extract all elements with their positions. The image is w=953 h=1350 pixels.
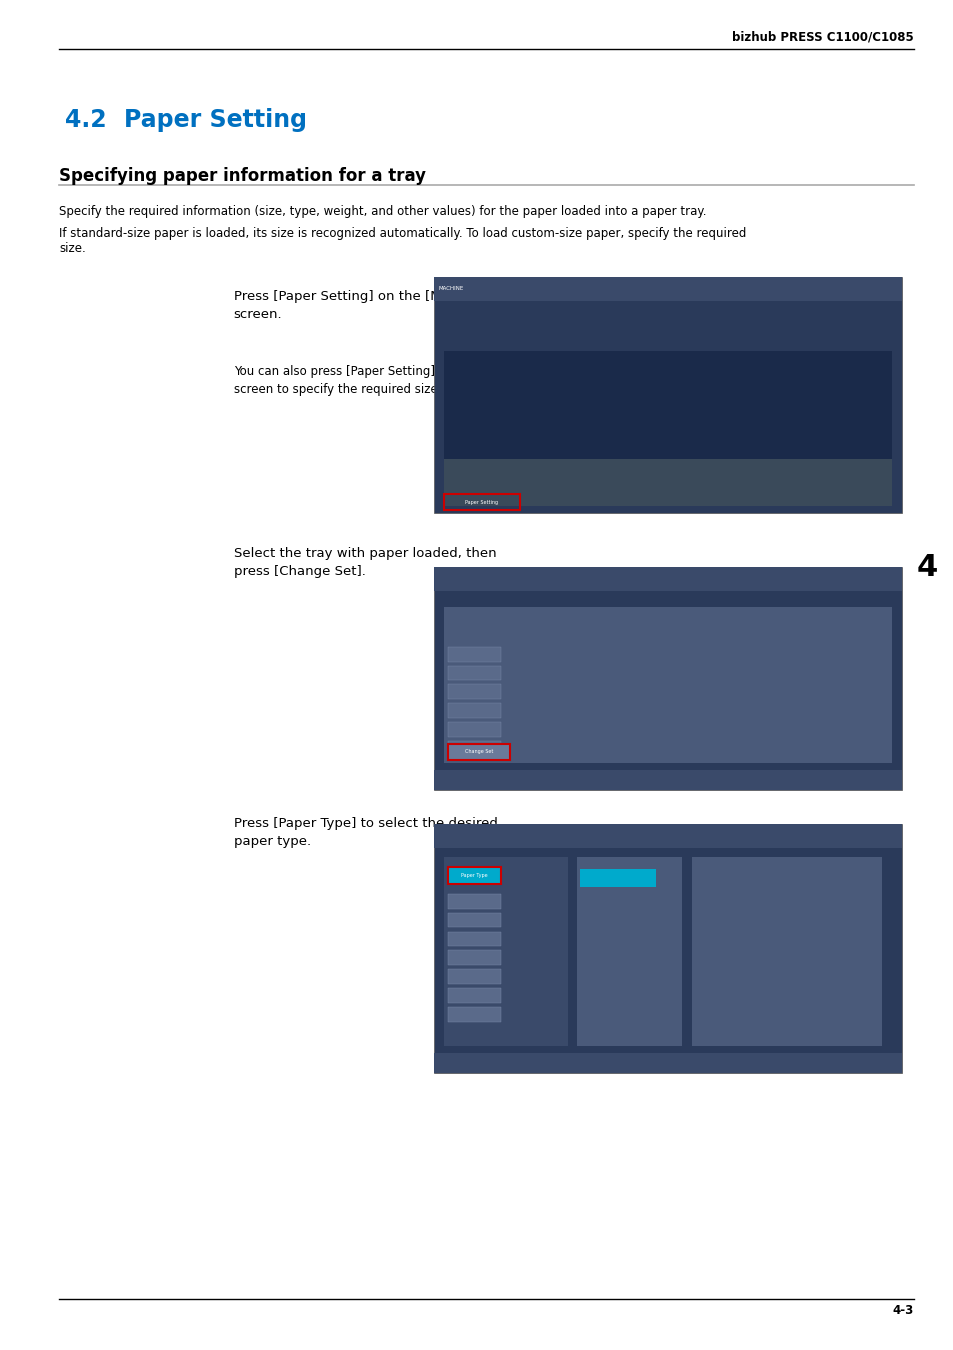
FancyBboxPatch shape — [448, 722, 500, 737]
FancyBboxPatch shape — [434, 567, 901, 591]
FancyBboxPatch shape — [448, 741, 500, 756]
FancyBboxPatch shape — [434, 824, 901, 848]
FancyBboxPatch shape — [448, 666, 500, 680]
Text: MACHINE: MACHINE — [438, 286, 463, 292]
Text: If standard-size paper is loaded, its size is recognized automatically. To load : If standard-size paper is loaded, its si… — [59, 227, 746, 255]
FancyBboxPatch shape — [448, 684, 500, 699]
FancyBboxPatch shape — [691, 857, 882, 1046]
FancyBboxPatch shape — [448, 647, 500, 662]
Text: 4.2: 4.2 — [65, 108, 107, 132]
Text: 4: 4 — [916, 552, 937, 582]
Text: Press [Paper Setting] on the [MACHINE]
screen.: Press [Paper Setting] on the [MACHINE] s… — [233, 290, 496, 321]
FancyBboxPatch shape — [448, 950, 500, 965]
FancyBboxPatch shape — [448, 744, 510, 760]
FancyBboxPatch shape — [443, 351, 891, 459]
Text: Press [Paper Type] to select the desired
paper type.: Press [Paper Type] to select the desired… — [233, 817, 497, 848]
FancyBboxPatch shape — [448, 867, 500, 884]
FancyBboxPatch shape — [448, 703, 500, 718]
FancyBboxPatch shape — [579, 869, 656, 887]
FancyBboxPatch shape — [443, 608, 891, 763]
FancyBboxPatch shape — [434, 1053, 901, 1073]
FancyBboxPatch shape — [448, 931, 500, 946]
Text: Specifying paper information for a tray: Specifying paper information for a tray — [59, 167, 426, 185]
FancyBboxPatch shape — [448, 894, 500, 909]
FancyBboxPatch shape — [434, 769, 901, 790]
FancyBboxPatch shape — [443, 459, 891, 506]
FancyBboxPatch shape — [448, 969, 500, 984]
Text: Select the tray with paper loaded, then
press [Change Set].: Select the tray with paper loaded, then … — [233, 547, 496, 578]
Text: Specify the required information (size, type, weight, and other values) for the : Specify the required information (size, … — [59, 205, 706, 219]
Text: Change Set: Change Set — [464, 749, 493, 755]
FancyBboxPatch shape — [448, 1007, 500, 1022]
FancyBboxPatch shape — [577, 857, 681, 1046]
Text: You can also press [Paper Setting] on the [COPY]
screen to specify the required : You can also press [Paper Setting] on th… — [233, 364, 520, 396]
Text: Paper Type: Paper Type — [460, 873, 487, 878]
FancyBboxPatch shape — [448, 913, 500, 927]
FancyBboxPatch shape — [434, 277, 901, 301]
FancyBboxPatch shape — [434, 277, 901, 513]
FancyBboxPatch shape — [448, 988, 500, 1003]
Text: bizhub PRESS C1100/C1085: bizhub PRESS C1100/C1085 — [731, 30, 913, 43]
FancyBboxPatch shape — [443, 857, 567, 1046]
Text: 4-3: 4-3 — [892, 1304, 913, 1318]
Text: Paper Setting: Paper Setting — [465, 500, 497, 505]
FancyBboxPatch shape — [434, 824, 901, 1073]
FancyBboxPatch shape — [434, 567, 901, 790]
Text: Paper Setting: Paper Setting — [124, 108, 307, 132]
